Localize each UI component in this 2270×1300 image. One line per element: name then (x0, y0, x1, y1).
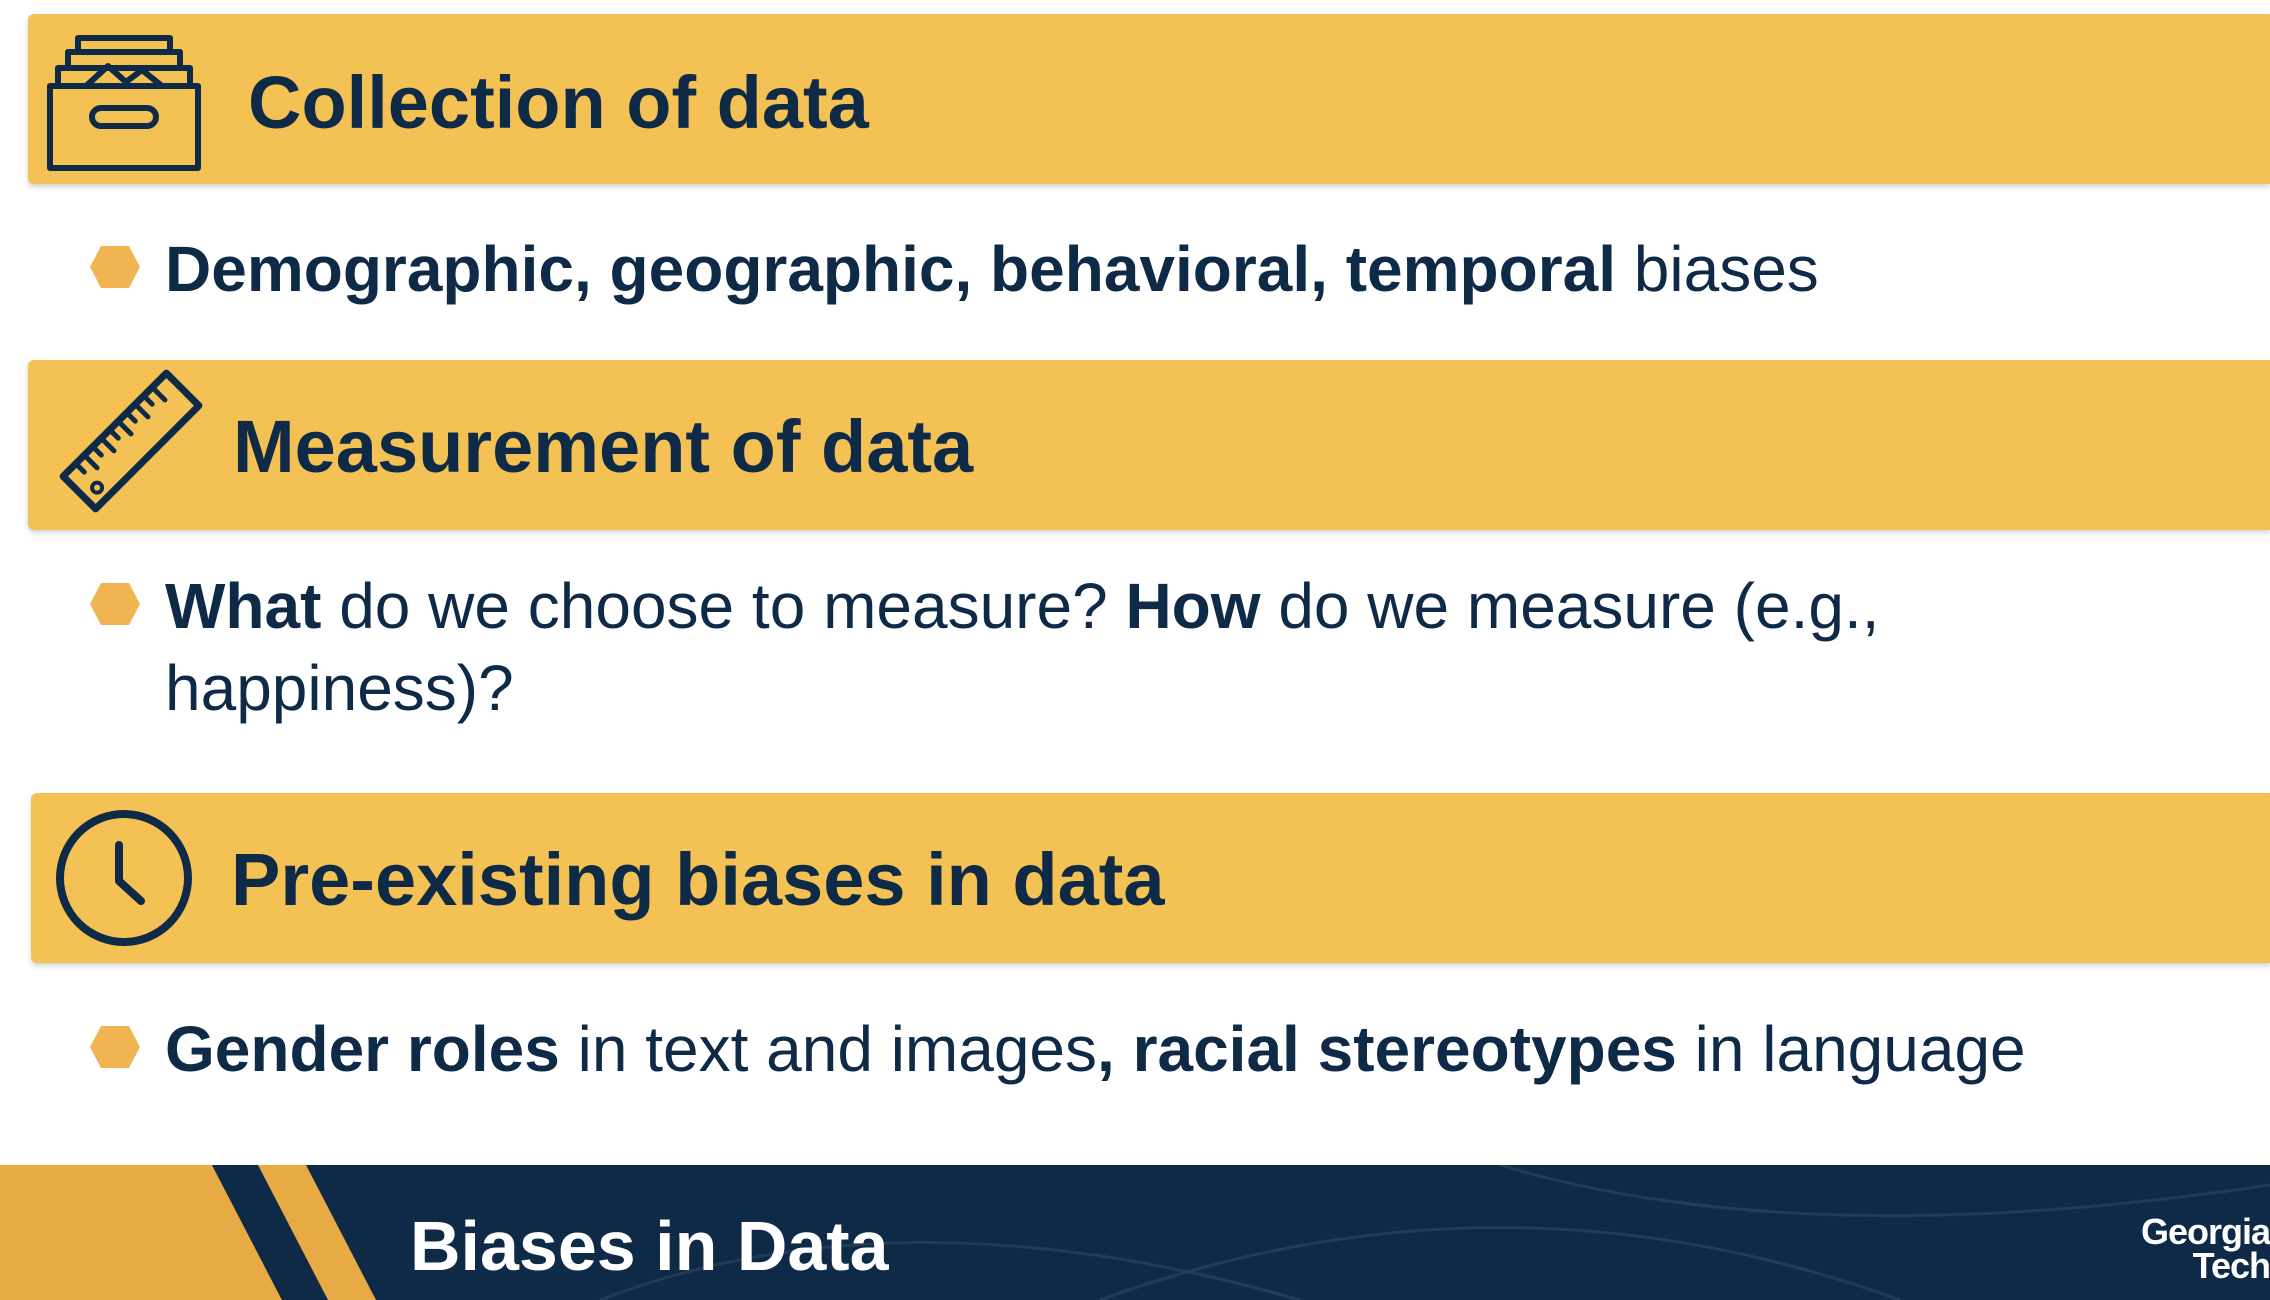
section-header-preexisting: Pre-existing biases in data (31, 793, 2270, 963)
logo-line: Tech (2192, 1245, 2270, 1286)
section-title: Collection of data (248, 61, 869, 144)
bullet-text: Gender roles in text and images, racial … (165, 1013, 2026, 1085)
hexagon-bullet-icon (90, 246, 140, 288)
bullet-text: Demographic, geographic, behavioral, tem… (165, 233, 1819, 305)
footer-banner (0, 1165, 2270, 1300)
ruler-icon (59, 369, 203, 513)
georgia-tech-logo: Georgia Tech (2096, 1211, 2270, 1286)
bullet-text: What do we choose to measure? How do we … (165, 570, 1880, 724)
hexagon-bullet-icon (90, 1026, 140, 1068)
footer-title: Biases in Data (410, 1207, 889, 1285)
section-title: Measurement of data (233, 405, 974, 488)
archive-box-icon (47, 35, 201, 171)
section-title: Pre-existing biases in data (231, 838, 1165, 921)
hexagon-bullet-icon (90, 583, 140, 625)
section-header-collection: Collection of data (28, 14, 2270, 184)
logo-line: Georgia (2140, 1211, 2270, 1252)
section-header-measurement: Measurement of data (28, 360, 2270, 530)
clock-icon (56, 810, 192, 946)
